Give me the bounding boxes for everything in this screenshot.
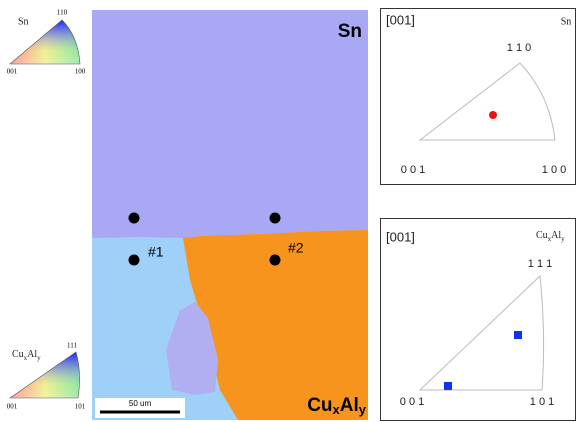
sn-legend: Sn 110 001 100 bbox=[7, 9, 86, 76]
legend-left: 001 bbox=[7, 68, 18, 76]
legend-top: 110 bbox=[57, 9, 68, 17]
scale-bar-label: 50 um bbox=[129, 399, 152, 408]
cualy-legend: CuxAly 111 001 101 bbox=[7, 342, 86, 411]
phase-base: Cu bbox=[307, 395, 332, 416]
phase-base: Al bbox=[340, 395, 359, 416]
phase-base: Cu bbox=[536, 230, 548, 241]
phase: Sn bbox=[561, 16, 572, 27]
corner-left: 0 0 1 bbox=[400, 396, 424, 408]
direction: [001] bbox=[386, 229, 415, 244]
phase-base: Al bbox=[27, 349, 37, 360]
panel bbox=[381, 9, 576, 185]
corner-left: 0 0 1 bbox=[401, 164, 425, 176]
legend-phase: CuxAly bbox=[12, 349, 41, 361]
corner-top: 1 1 0 bbox=[507, 42, 531, 54]
phase: CuxAly bbox=[536, 230, 565, 242]
legend-right: 101 bbox=[75, 403, 86, 411]
figure: Sn 110 001 100 CuxAly 111 001 101 #1 #2 … bbox=[0, 0, 580, 422]
marker bbox=[129, 255, 140, 266]
corner-right: 1 0 0 bbox=[542, 164, 566, 176]
orientation-point bbox=[514, 331, 522, 339]
cualy-pole-figure: [001] CuxAly 1 1 1 0 0 1 1 0 1 bbox=[381, 219, 576, 421]
corner-top: 1 1 1 bbox=[528, 258, 552, 270]
ebsd-map: #1 #2 Sn CuxAly 50 um bbox=[92, 10, 368, 420]
phase-base: Al bbox=[551, 230, 561, 241]
point-label: #1 bbox=[148, 244, 164, 260]
phase-sub: y bbox=[359, 402, 367, 417]
legend-left: 001 bbox=[7, 403, 18, 411]
marker bbox=[129, 213, 140, 224]
phase-base: Cu bbox=[12, 349, 24, 360]
legend-phase: Sn bbox=[18, 16, 29, 27]
point-label: #2 bbox=[288, 240, 304, 256]
direction: [001] bbox=[386, 12, 415, 27]
marker bbox=[270, 213, 281, 224]
sn-pole-figure: [001] Sn 1 1 0 0 0 1 1 0 0 bbox=[381, 9, 576, 185]
corner-right: 1 0 1 bbox=[530, 396, 554, 408]
phase-sub: y bbox=[37, 354, 41, 362]
legend-top: 111 bbox=[67, 342, 77, 350]
marker bbox=[270, 255, 281, 266]
orientation-point bbox=[489, 111, 497, 119]
legend-right: 100 bbox=[75, 68, 86, 76]
phase-sub: y bbox=[561, 235, 565, 243]
orientation-point bbox=[444, 382, 452, 390]
phase-label: Sn bbox=[338, 21, 362, 42]
